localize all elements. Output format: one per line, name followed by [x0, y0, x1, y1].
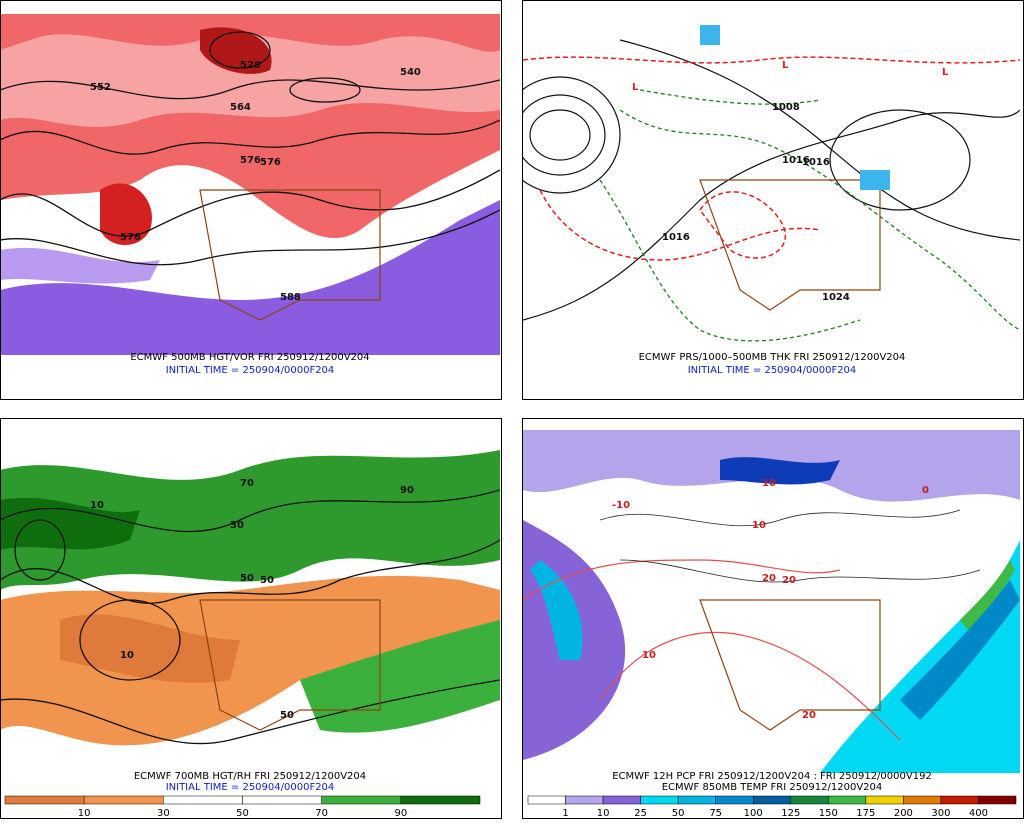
map-label: 20 [802, 710, 816, 721]
map-precip [523, 430, 1020, 773]
subcaption: INITIAL TIME = 250904/0000F204 [166, 365, 335, 376]
map-label: 90 [400, 485, 414, 496]
map-500mb [1, 14, 500, 355]
map-label: 10 [762, 478, 776, 489]
map-label: 10 [90, 500, 104, 511]
map-label: 20 [782, 575, 796, 586]
colorbar-label: 70 [315, 808, 328, 819]
map-mslp [523, 14, 1020, 355]
caption: ECMWF 12H PCP FRI 250912/1200V204 : FRI … [612, 771, 932, 782]
map-700mb [1, 430, 500, 773]
frame [0, 0, 502, 400]
subcaption: INITIAL TIME = 250904/0000F204 [166, 782, 335, 793]
colorbar-label: 75 [709, 808, 722, 819]
map-label: 0 [922, 485, 929, 496]
map-label: 50 [260, 575, 274, 586]
colorbar-swatch [677, 795, 716, 805]
map-label: 20 [762, 573, 776, 584]
colorbar-swatch [400, 795, 481, 805]
map-label: 50 [240, 573, 254, 584]
colorbar-swatch [978, 795, 1017, 805]
colorbar-label: 50 [236, 808, 249, 819]
colorbar-label: 150 [819, 808, 838, 819]
subcaption: INITIAL TIME = 250904/0000F204 [688, 365, 857, 376]
colorbar-label: 1 [562, 808, 568, 819]
map-label: 10 [120, 650, 134, 661]
map-label: 528 [240, 60, 261, 71]
colorbar-label: 300 [931, 808, 950, 819]
colorbar-swatch [4, 795, 85, 805]
colorbar-label: 10 [78, 808, 91, 819]
colorbar-swatch [565, 795, 604, 805]
map-label: 576 [260, 157, 281, 168]
colorbar-swatch [242, 795, 322, 805]
colorbar-label: 175 [856, 808, 875, 819]
map-label: L [942, 67, 949, 78]
colorbar-swatch [640, 795, 679, 805]
map-label: 10 [642, 650, 656, 661]
colorbar-label: 30 [157, 808, 170, 819]
colorbar-label: 100 [744, 808, 763, 819]
map-label: 576 [120, 232, 141, 243]
colorbar-swatch [940, 795, 979, 805]
map-label: 588 [280, 292, 301, 303]
map-label: 30 [230, 520, 244, 531]
colorbar-swatch [865, 795, 904, 805]
map-label: 1016 [802, 157, 830, 168]
caption: ECMWF 500MB HGT/VOR FRI 250912/1200V204 [130, 352, 369, 363]
colorbar-label: 25 [634, 808, 647, 819]
colorbar-swatch [602, 795, 641, 805]
map-label: -10 [612, 500, 630, 511]
map-label: 564 [230, 102, 251, 113]
colorbar-label: 200 [894, 808, 913, 819]
colorbar-label: 50 [672, 808, 685, 819]
colorbar-label: 125 [781, 808, 800, 819]
colorbar-swatch [715, 795, 754, 805]
map-label: 1016 [782, 155, 810, 166]
colorbar-swatch [790, 795, 829, 805]
map-label: 1016 [662, 232, 690, 243]
colorbar-swatch [83, 795, 164, 805]
colorbar-label: 400 [969, 808, 988, 819]
colorbar-swatch [828, 795, 867, 805]
map-label: 50 [280, 710, 294, 721]
map-label: 576 [240, 155, 261, 166]
colorbar-swatch [163, 795, 243, 805]
map-label: 540 [400, 67, 421, 78]
caption: ECMWF 700MB HGT/RH FRI 250912/1200V204 [134, 771, 366, 782]
map-label: 1008 [772, 102, 800, 113]
colorbar-swatch [752, 795, 792, 805]
subcaption: ECMWF 850MB TEMP FRI 250912/1200V204 [662, 782, 883, 793]
map-label: 70 [240, 478, 254, 489]
colorbar-label: 10 [597, 808, 610, 819]
map-label: 552 [90, 82, 111, 93]
map-label: L [782, 60, 789, 71]
map-label: 10 [752, 520, 766, 531]
colorbar-swatch [321, 795, 402, 805]
caption: ECMWF PRS/1000–500MB THK FRI 250912/1200… [639, 352, 906, 363]
map-label: 1024 [822, 292, 850, 303]
colorbar-label: 90 [394, 808, 407, 819]
colorbar-swatch [527, 795, 566, 805]
colorbar-swatch [903, 795, 942, 805]
map-label: L [632, 82, 639, 93]
